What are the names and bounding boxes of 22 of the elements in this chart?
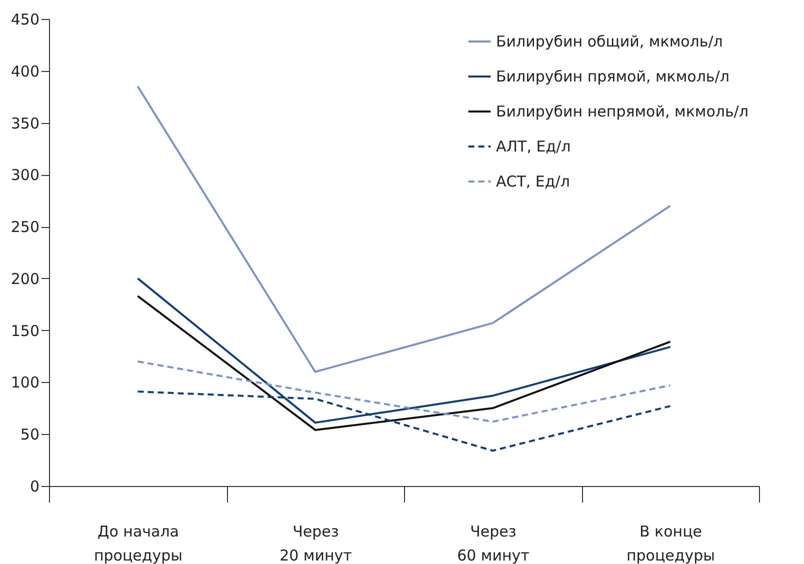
line-series bbox=[136, 85, 672, 373]
y-tick-label: 350 bbox=[10, 114, 40, 132]
y-tick-label: 300 bbox=[10, 166, 40, 184]
line-series bbox=[136, 360, 672, 423]
legend-label: Билирубин общий, мкмоль/л bbox=[496, 32, 723, 50]
y-tick-label: 400 bbox=[10, 62, 40, 80]
x-tick-label: До начала процедуры bbox=[94, 522, 183, 564]
x-tick-label: В конце процедуры bbox=[626, 522, 716, 564]
line-series bbox=[136, 295, 672, 431]
y-tick-label: 100 bbox=[10, 374, 40, 392]
y-tick-label: 450 bbox=[10, 10, 40, 28]
y-tick-label: 150 bbox=[10, 322, 40, 340]
y-tick-label: 0 bbox=[30, 478, 40, 496]
legend-label: АСТ, Ед/л bbox=[496, 172, 570, 190]
x-tick-label: Через 20 минут bbox=[280, 522, 352, 564]
legend-label: Билирубин непрямой, мкмоль/л bbox=[496, 102, 748, 120]
y-tick-label: 200 bbox=[10, 270, 40, 288]
x-tick-label: Через 60 минут bbox=[457, 522, 530, 564]
y-tick-label: 50 bbox=[20, 426, 40, 444]
y-tick-label: 250 bbox=[10, 218, 40, 236]
legend-label: АЛТ, Ед/л bbox=[496, 138, 571, 156]
legend-label: Билирубин прямой, мкмоль/л bbox=[496, 68, 730, 86]
